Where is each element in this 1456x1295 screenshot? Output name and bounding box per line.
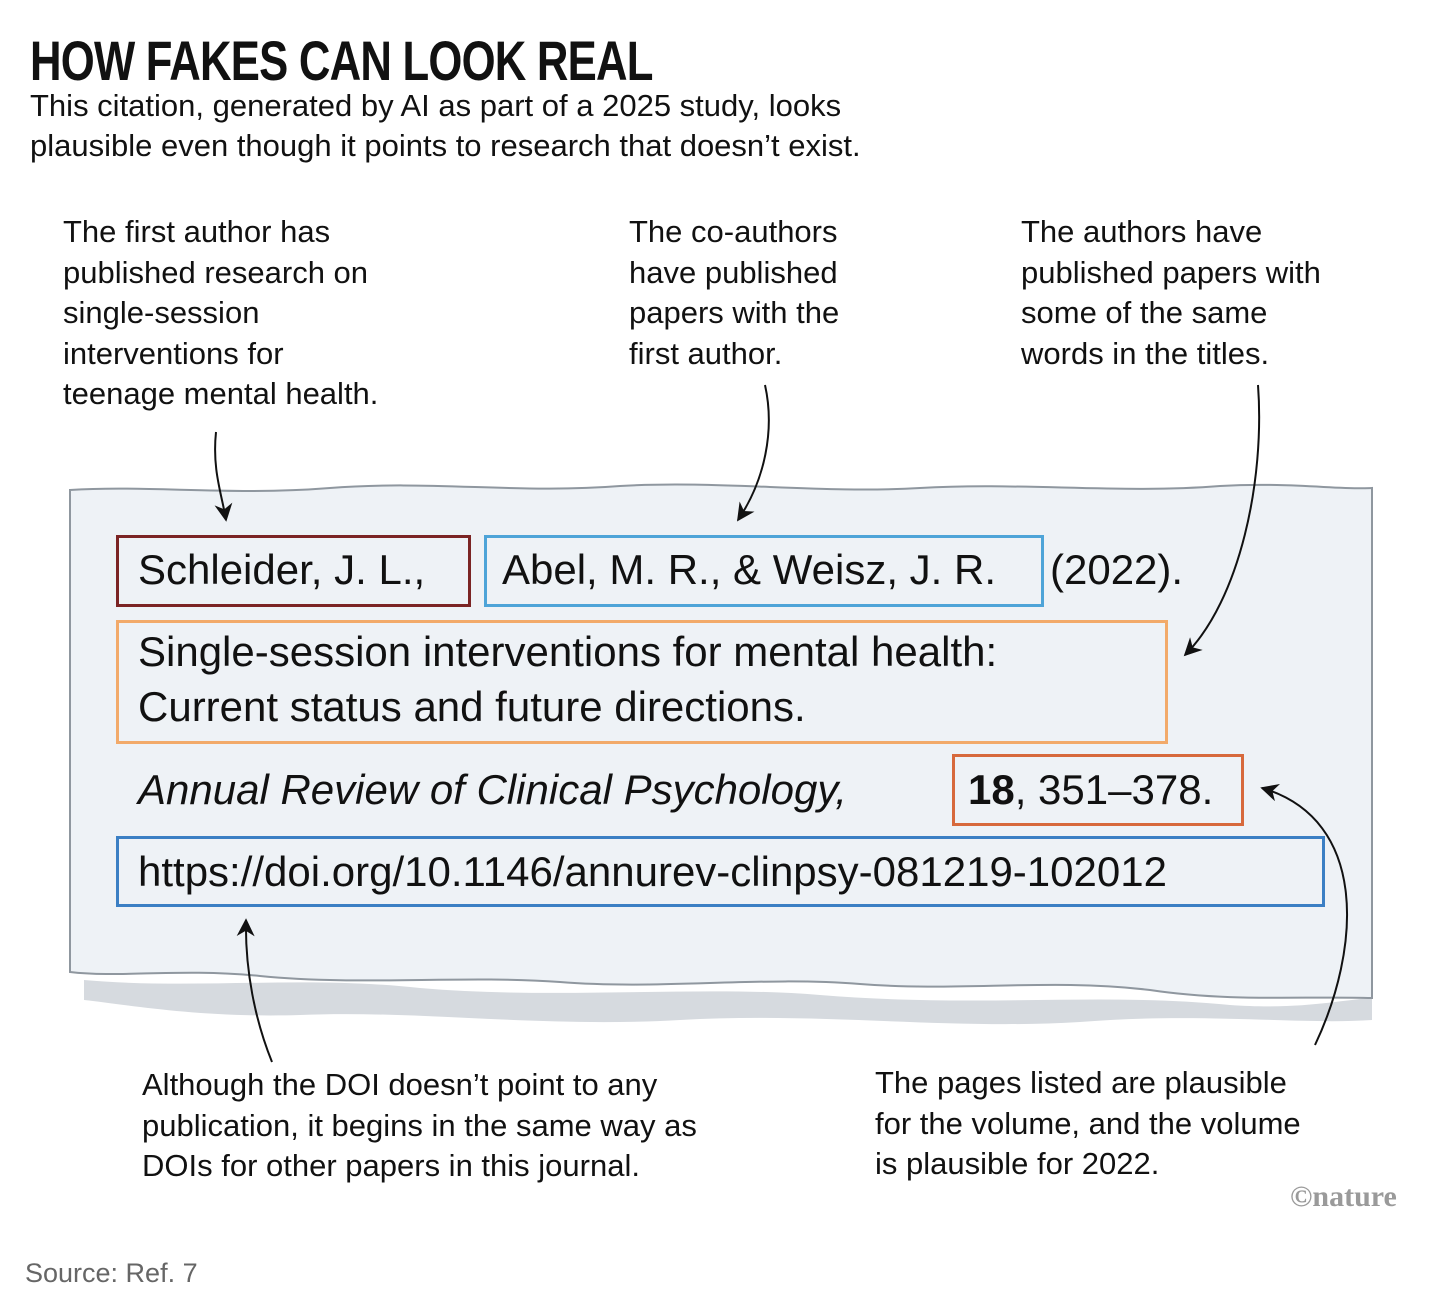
journal: Annual Review of Clinical Psychology, [138,766,847,813]
annotation-line: published research on [63,254,369,290]
annotation-line: have published [629,254,838,290]
annotation-line: The co-authors [629,214,838,249]
year: (2022). [1050,546,1184,593]
arrow [214,431,233,522]
annotation-line: words in the titles. [1021,335,1270,371]
first-author-box [116,535,471,607]
annotation-line: published papers with [1021,254,1321,290]
source: Source: Ref. 7 [25,1258,198,1288]
annotation-line: Although the DOI doesn’t point to any [142,1067,658,1102]
doi-box [116,836,1325,907]
coauthors: Abel, M. R., & Weisz, J. R. [502,546,996,593]
coauthors-box [484,535,1044,607]
volume-pages: 18, 351–378. [968,766,1213,814]
subtitle-line: plausible even though it points to resea… [30,128,861,163]
pages: , 351–378. [1014,766,1214,813]
arrow [1260,783,1349,1046]
annotation-line: DOIs for other papers in this journal. [142,1148,640,1183]
annotation-line: The authors have [1021,214,1263,249]
paper-title-line: Single-session interventions for mental … [138,628,998,675]
credit: ©nature [1290,1180,1397,1213]
annotation-line: single-session [63,295,260,330]
doi: https://doi.org/10.1146/annurev-clinpsy-… [138,848,1167,895]
annotation-line: The first author has [63,214,331,249]
arrow [736,384,770,522]
paper-title-line: Current status and future directions. [138,683,806,730]
title-box [116,620,1168,744]
annotation-line: interventions for [63,335,284,371]
annotation-line: publication, it begins in the same way a… [142,1107,697,1143]
first-author: Schleider, J. L., [138,546,426,593]
annotation-line: teenage mental health. [63,376,379,411]
subtitle-line: This citation, generated by AI as part o… [30,88,842,123]
annotation-line: first author. [629,335,783,371]
paper-shadow [84,980,1372,1025]
arrows [214,384,1349,1063]
annotation-line: papers with the [629,295,840,330]
annotation-line: The pages listed are plausible [875,1065,1287,1100]
arrow [236,918,273,1063]
annotation-line: is plausible for 2022. [875,1146,1160,1181]
arrow [1183,384,1261,657]
volume: 18 [968,766,1015,813]
annotation-line: for the volume, and the volume [875,1105,1301,1141]
annotation-line: some of the same [1021,295,1268,330]
title: HOW FAKES CAN LOOK REAL [30,29,653,92]
volume-box [952,754,1244,826]
